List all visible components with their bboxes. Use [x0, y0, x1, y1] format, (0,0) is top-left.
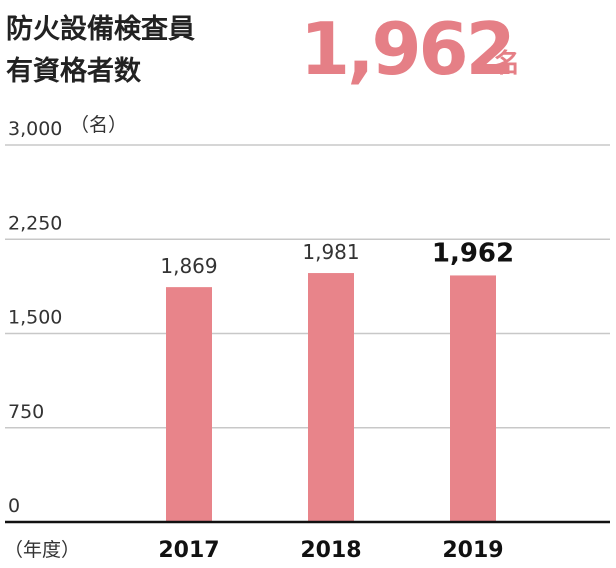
chart-title: 防火設備検査員: [6, 13, 195, 45]
highlight-unit: 名: [494, 48, 520, 79]
bar: [450, 275, 496, 522]
y-unit: （名）: [70, 114, 127, 136]
bar: [166, 287, 212, 522]
highlight-value: 1,962: [300, 7, 513, 91]
bar: [308, 273, 354, 522]
value-label: 1,981: [302, 240, 359, 264]
x-tick-label: 2017: [158, 538, 219, 563]
y-tick-label: 0: [8, 495, 20, 517]
y-tick-label: 1,500: [8, 307, 62, 329]
x-tick-label: 2019: [442, 538, 503, 563]
value-label: 1,869: [160, 254, 217, 278]
y-tick-label: 3,000: [8, 118, 62, 140]
x-unit: （年度）: [4, 539, 80, 561]
chart-title: 有資格者数: [6, 56, 142, 87]
y-tick-label: 2,250: [8, 212, 62, 234]
y-tick-label: 750: [8, 401, 44, 423]
value-label: 1,962: [432, 238, 514, 268]
x-tick-label: 2018: [300, 538, 361, 563]
